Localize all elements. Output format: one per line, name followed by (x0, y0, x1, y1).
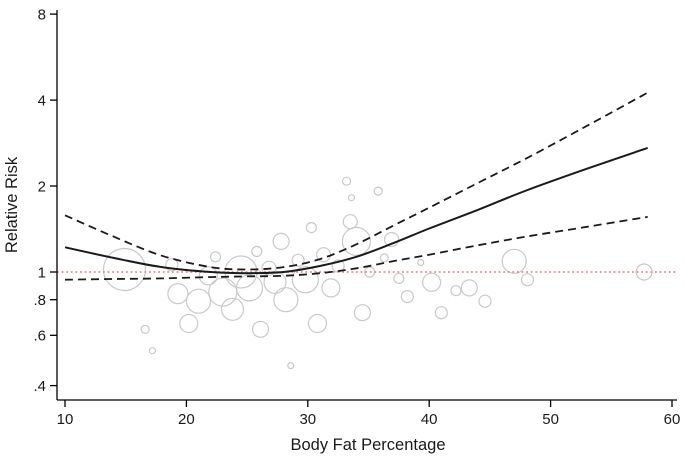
study-bubble (422, 272, 442, 292)
y-tick-label: .6 (33, 328, 46, 345)
y-axis-title: Relative Risk (3, 156, 21, 253)
study-bubble (209, 251, 222, 263)
x-axis-title: Body Fat Percentage (290, 436, 445, 454)
study-bubble (635, 263, 653, 281)
lower-confidence-limit-curve (64, 216, 648, 281)
bubble-layer (102, 176, 653, 370)
study-bubble (220, 297, 245, 321)
study-bubble (501, 248, 527, 274)
study-bubble (342, 176, 352, 186)
x-tick-label: 60 (664, 411, 681, 428)
study-bubble (198, 266, 218, 286)
study-bubble (417, 258, 425, 267)
study-bubble (478, 294, 492, 308)
x-tick-label: 50 (542, 411, 559, 428)
study-bubble (400, 290, 414, 304)
study-bubble (379, 253, 389, 263)
y-tick-label: 1 (38, 264, 46, 281)
study-bubble (287, 362, 295, 370)
study-bubble (393, 272, 405, 284)
y-tick-label: .8 (33, 292, 46, 309)
x-tick-label: 10 (57, 411, 74, 428)
y-tick-label: 8 (38, 6, 46, 23)
study-bubble (251, 245, 263, 258)
upper-confidence-limit-curve (64, 91, 649, 271)
study-bubble (235, 274, 264, 302)
study-bubble (261, 260, 277, 276)
fitted-relative-risk-curve (64, 146, 649, 275)
x-tick-label: 20 (178, 411, 195, 428)
study-bubble (347, 194, 356, 202)
study-bubble (384, 231, 400, 248)
study-bubble (263, 270, 287, 294)
study-bubble (434, 306, 448, 320)
study-bubble (520, 273, 535, 287)
axis-layer: .4 .6 .8 1 2 4 8 10 20 30 40 50 60 (33, 6, 680, 428)
study-bubble (291, 253, 305, 267)
study-bubble (305, 222, 317, 234)
study-bubble (460, 279, 478, 297)
study-bubble (291, 266, 319, 294)
study-bubble (321, 278, 341, 298)
x-tick-label: 40 (421, 411, 438, 428)
study-bubble (167, 283, 189, 305)
study-bubble (272, 232, 290, 250)
study-bubble (208, 277, 238, 307)
study-bubble (251, 320, 270, 338)
study-bubble (450, 285, 462, 297)
study-bubble (307, 313, 328, 334)
study-bubble (273, 287, 299, 313)
study-bubble (179, 313, 199, 334)
study-bubble (102, 247, 147, 292)
y-tick-label: .4 (33, 378, 46, 395)
study-bubble (185, 288, 212, 314)
y-tick-label: 4 (38, 92, 46, 109)
study-bubble (342, 214, 358, 230)
study-bubble (140, 324, 150, 334)
study-bubble (373, 186, 383, 196)
x-tick-label: 30 (299, 411, 316, 428)
y-tick-label: 2 (38, 178, 46, 195)
study-bubble (165, 258, 179, 272)
curve-layer (64, 91, 649, 281)
study-bubble (353, 304, 371, 322)
study-bubble (148, 347, 156, 355)
study-bubble (341, 226, 371, 256)
